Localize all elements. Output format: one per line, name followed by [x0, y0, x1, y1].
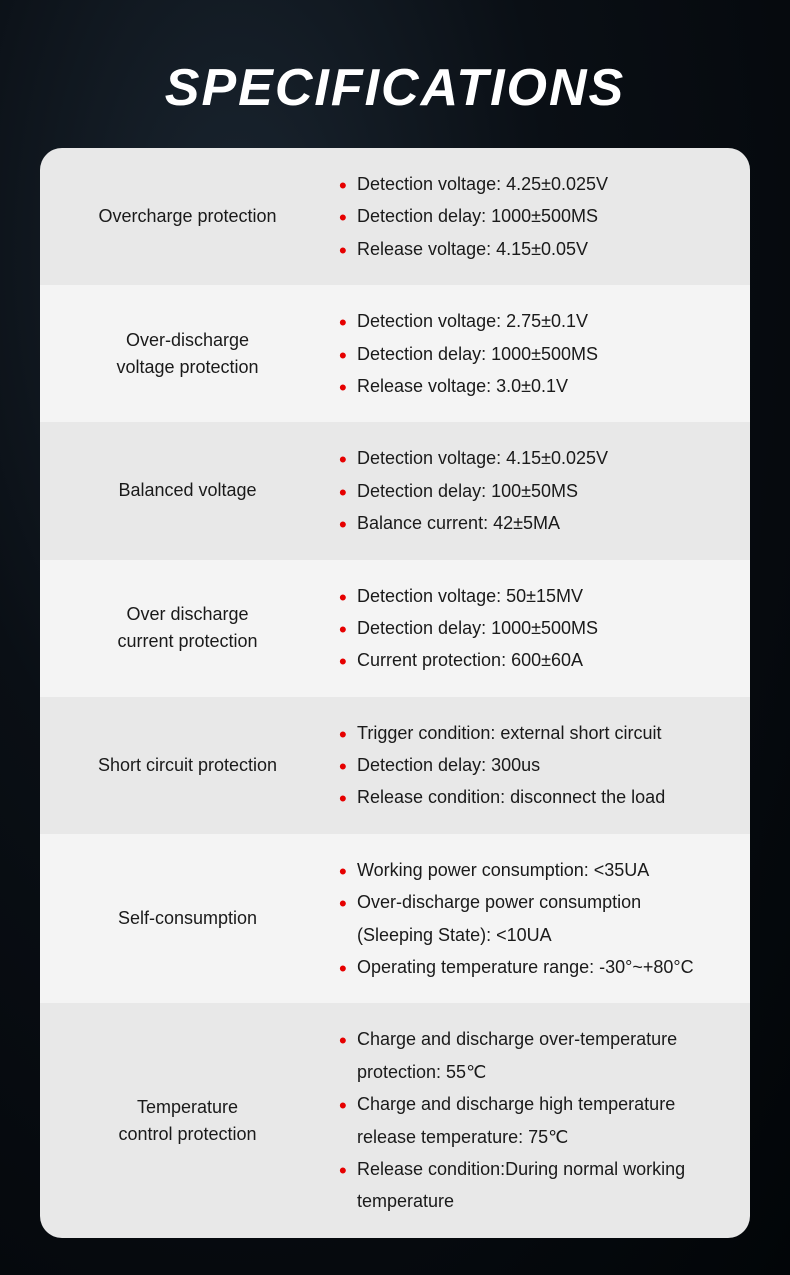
spec-value: Detection delay: 1000±500MS	[335, 612, 720, 644]
spec-row-label: Over dischargecurrent protection	[40, 601, 335, 655]
spec-value: Detection voltage: 4.15±0.025V	[335, 442, 720, 474]
spec-value: release temperature: 75℃	[335, 1121, 720, 1153]
spec-row-label: Over-dischargevoltage protection	[40, 327, 335, 381]
spec-row-values: Charge and discharge over-temperaturepro…	[335, 1023, 750, 1217]
spec-value: Operating temperature range: -30°~+80°C	[335, 951, 720, 983]
spec-value: Detection delay: 1000±500MS	[335, 200, 720, 232]
spec-row: Self-consumptionWorking power consumptio…	[40, 834, 750, 1004]
spec-row-label: Short circuit protection	[40, 752, 335, 779]
spec-value: Detection delay: 300us	[335, 749, 720, 781]
spec-row-label: Temperaturecontrol protection	[40, 1094, 335, 1148]
spec-value: Detection delay: 100±50MS	[335, 475, 720, 507]
spec-value: Over-discharge power consumption	[335, 886, 720, 918]
spec-row-label: Self-consumption	[40, 905, 335, 932]
spec-card: Overcharge protectionDetection voltage: …	[40, 148, 750, 1238]
spec-row-label: Balanced voltage	[40, 477, 335, 504]
spec-value: Balance current: 42±5MA	[335, 507, 720, 539]
spec-row: Overcharge protectionDetection voltage: …	[40, 148, 750, 285]
spec-row: Short circuit protectionTrigger conditio…	[40, 697, 750, 834]
spec-row: Over dischargecurrent protectionDetectio…	[40, 560, 750, 697]
spec-value: Detection voltage: 4.25±0.025V	[335, 168, 720, 200]
spec-row-values: Detection voltage: 2.75±0.1VDetection de…	[335, 305, 750, 402]
spec-row-values: Trigger condition: external short circui…	[335, 717, 750, 814]
page-title: SPECIFICATIONS	[0, 0, 790, 148]
spec-value: protection: 55℃	[335, 1056, 720, 1088]
spec-row-label: Overcharge protection	[40, 203, 335, 230]
spec-value: Release condition:During normal working	[335, 1153, 720, 1185]
spec-value: Working power consumption: <35UA	[335, 854, 720, 886]
spec-value: Detection voltage: 2.75±0.1V	[335, 305, 720, 337]
spec-value: (Sleeping State): <10UA	[335, 919, 720, 951]
spec-row-values: Detection voltage: 50±15MVDetection dela…	[335, 580, 750, 677]
spec-value: Detection voltage: 50±15MV	[335, 580, 720, 612]
spec-row: Temperaturecontrol protectionCharge and …	[40, 1003, 750, 1237]
spec-value: Current protection: 600±60A	[335, 644, 720, 676]
spec-value: Release voltage: 3.0±0.1V	[335, 370, 720, 402]
spec-value: Release condition: disconnect the load	[335, 781, 720, 813]
spec-row-values: Detection voltage: 4.25±0.025VDetection …	[335, 168, 750, 265]
spec-row: Balanced voltageDetection voltage: 4.15±…	[40, 422, 750, 559]
spec-value: Detection delay: 1000±500MS	[335, 338, 720, 370]
spec-value: Charge and discharge high temperature	[335, 1088, 720, 1120]
spec-value: Trigger condition: external short circui…	[335, 717, 720, 749]
spec-row: Over-dischargevoltage protectionDetectio…	[40, 285, 750, 422]
spec-value: temperature	[335, 1185, 720, 1217]
spec-row-values: Detection voltage: 4.15±0.025VDetection …	[335, 442, 750, 539]
spec-value: Charge and discharge over-temperature	[335, 1023, 720, 1055]
spec-row-values: Working power consumption: <35UAOver-dis…	[335, 854, 750, 984]
spec-value: Release voltage: 4.15±0.05V	[335, 233, 720, 265]
